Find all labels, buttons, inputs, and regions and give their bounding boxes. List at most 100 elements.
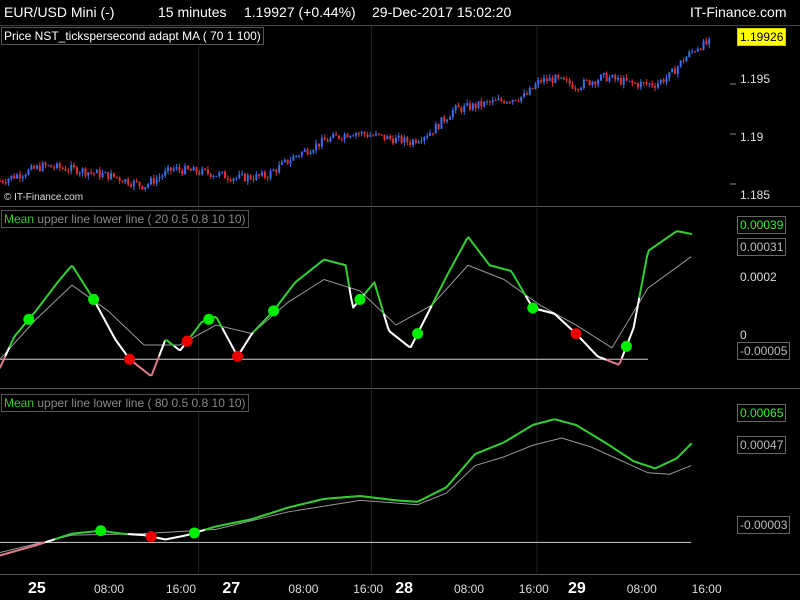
price-candle (73, 164, 76, 168)
sell-signal-dot (570, 328, 582, 340)
mean1-legend-name: Mean (4, 212, 35, 226)
price-candle (440, 117, 443, 129)
x-axis-tick: 08:00 (288, 582, 319, 596)
price-candle (636, 83, 639, 88)
price-candle (426, 135, 429, 138)
price-candle (204, 168, 207, 170)
price-candle (306, 149, 309, 155)
buy-signal-dot (188, 527, 200, 539)
price-candle (466, 103, 469, 106)
price-candle (261, 172, 264, 176)
price-candle (523, 93, 526, 97)
price-candle (280, 161, 283, 165)
price-panel: Price NST_tickspersecond adapt MA ( 70 1… (0, 26, 736, 206)
price-candle (449, 117, 452, 120)
price-candle (1, 181, 4, 183)
price-candle (580, 87, 583, 90)
price-candle (514, 99, 517, 101)
price-candle (226, 178, 229, 180)
price-candle (611, 75, 614, 78)
price-candle (78, 172, 81, 175)
mean-line-segment (375, 287, 380, 297)
price-candle (662, 79, 665, 83)
price-candle (218, 172, 221, 176)
price-candle (286, 159, 289, 164)
price-candle (272, 170, 275, 172)
price-candle (557, 74, 560, 78)
mean1-slow-label: 0.00031 (737, 238, 787, 256)
price-candle (651, 83, 654, 86)
price-candle (377, 133, 380, 135)
price-candle (534, 84, 537, 89)
price-candle (594, 81, 597, 85)
mean1-y-tick: 0.0002 (740, 270, 777, 284)
price-candle (457, 105, 460, 108)
price-candle (360, 132, 363, 134)
price-candle (135, 180, 138, 182)
instrument-name: EUR/USD Mini (-) (4, 4, 115, 20)
price-candle (622, 77, 625, 85)
price-candle (298, 155, 301, 157)
timeframe: 15 minutes (158, 4, 227, 20)
price-candle (132, 180, 135, 187)
price-candle (155, 178, 158, 184)
price-candle (206, 169, 209, 174)
price-candle (164, 170, 167, 176)
price-candle (531, 87, 534, 89)
price-candle (241, 173, 244, 175)
price-candle (263, 172, 266, 178)
mean-line-segment (346, 275, 351, 290)
x-axis: 25 08:00 16:00 27 08:00 16:00 28 08:00 16:00 29 08… (0, 575, 800, 600)
chart-header: EUR/USD Mini (-) 15 minutes 1.19927 (+0.… (0, 0, 800, 26)
price-legend: Price NST_tickspersecond adapt MA ( 70 1… (1, 27, 264, 45)
price-candle (520, 96, 523, 102)
price-candle (292, 156, 295, 161)
price-candle (209, 173, 212, 178)
price-candle (685, 56, 688, 62)
price-candle (312, 150, 315, 153)
price-candle (648, 83, 651, 85)
price-candle (568, 79, 571, 85)
price-candle (283, 159, 286, 162)
price-candle (33, 165, 36, 169)
last-price-label: 1.19926 (737, 28, 787, 46)
price-candle (246, 175, 249, 182)
mean-line-segment (638, 285, 643, 299)
price-candle (38, 165, 41, 171)
price-candle (494, 100, 497, 102)
panel-divider (0, 206, 800, 207)
price-candle (491, 100, 494, 103)
price-candle (511, 99, 514, 103)
sell-signal-dot (181, 335, 193, 347)
price-candle (90, 172, 93, 174)
brand-name: IT-Finance.com (690, 4, 787, 20)
mean-line-segment (383, 313, 387, 323)
price-candle (693, 51, 696, 53)
price-candle (548, 77, 551, 81)
price-candle (477, 101, 480, 108)
price-candle (488, 101, 491, 103)
price-candle (409, 142, 412, 145)
buy-signal-dot (95, 525, 107, 537)
price-candle (64, 168, 67, 171)
price-candle (528, 87, 531, 95)
mean-line-segment (381, 307, 385, 316)
mean1-current-label: 0.00039 (737, 216, 787, 234)
price-candle (115, 176, 118, 178)
mean-line-segment (642, 265, 647, 278)
price-candle (186, 165, 189, 170)
price-candle (486, 101, 489, 103)
price-candle (252, 179, 255, 181)
price-candle (414, 139, 417, 143)
price-candle (699, 48, 702, 50)
price-candle (503, 101, 506, 104)
mean1-axis: 0.00039 0.00031 0.0002 0 -0.00005 (736, 208, 800, 388)
price-candle (130, 184, 133, 187)
copyright-text: © IT-Finance.com (4, 192, 84, 203)
price-candle (443, 117, 446, 122)
price-candle (676, 66, 679, 74)
price-candle (323, 137, 326, 141)
price-candle (577, 89, 580, 91)
price-candle (332, 134, 335, 138)
mean-line-segment (384, 320, 389, 329)
